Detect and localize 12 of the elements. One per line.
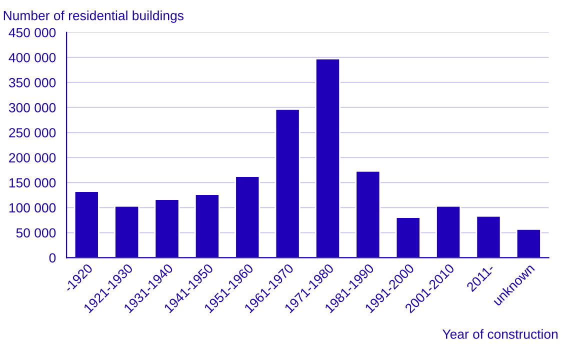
x-axis-title: Year of construction bbox=[442, 329, 558, 339]
y-tick-label: 100 000 bbox=[9, 203, 56, 213]
y-tick-label: 450 000 bbox=[8, 28, 56, 38]
y-tick-label: 300 000 bbox=[8, 103, 56, 112]
y-axis-title: Number of residential buildings bbox=[4, 10, 184, 23]
y-tick-label: 150 000 bbox=[9, 178, 56, 188]
y-tick-label: 50 000 bbox=[16, 228, 56, 238]
y-tick-label: 0 bbox=[49, 253, 56, 263]
y-tick-label: 350 000 bbox=[8, 78, 56, 88]
y-tick-label: 400 000 bbox=[8, 52, 56, 62]
y-tick-label: 200 000 bbox=[9, 153, 56, 162]
y-tick-label: 250 000 bbox=[9, 128, 56, 138]
